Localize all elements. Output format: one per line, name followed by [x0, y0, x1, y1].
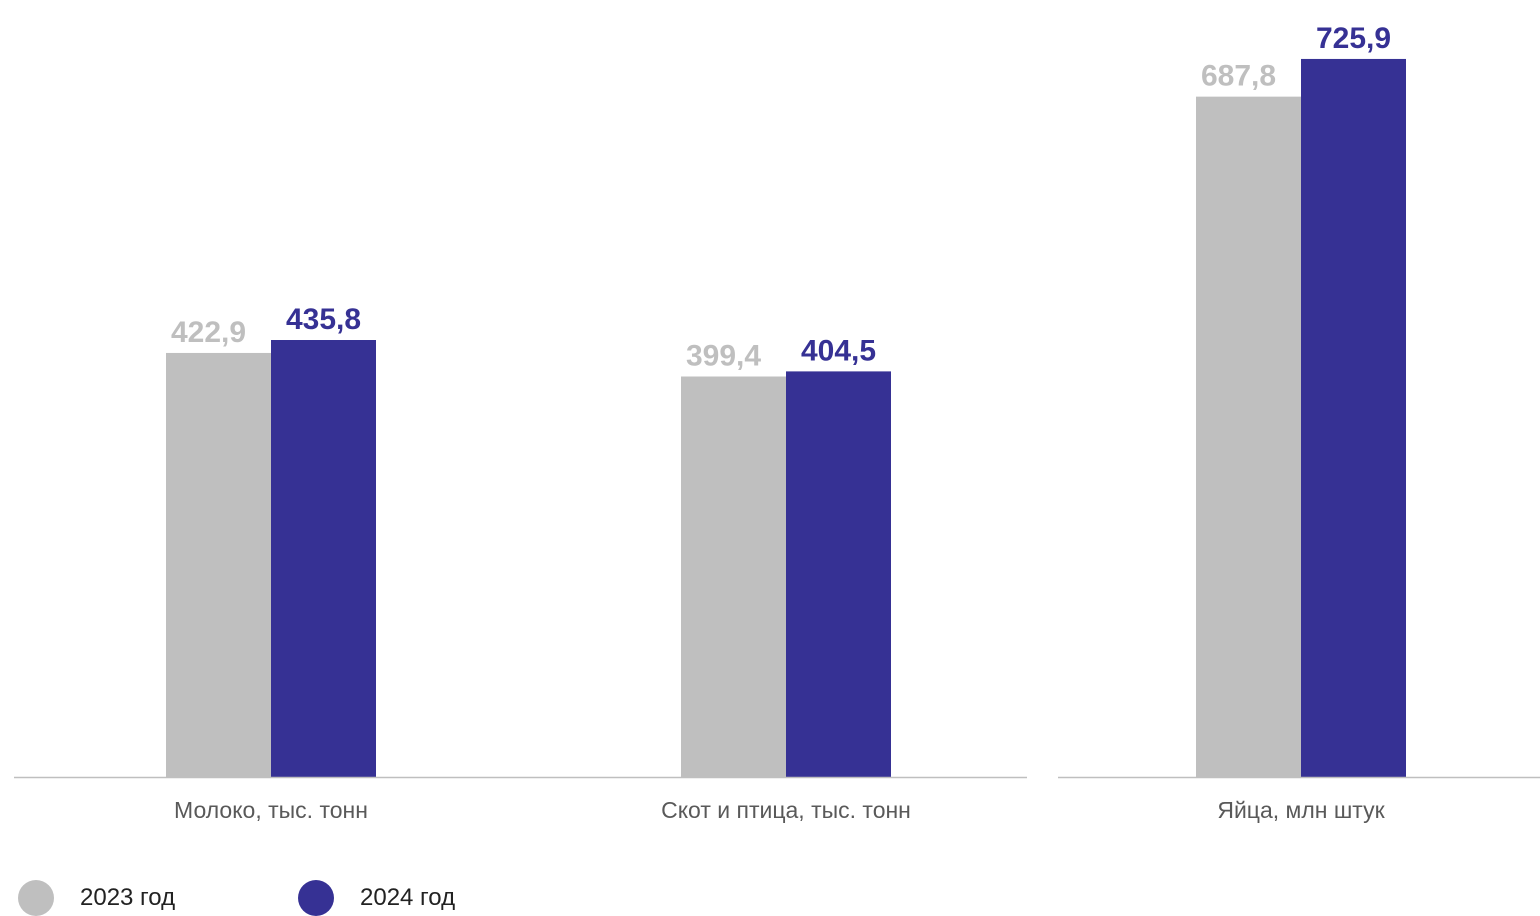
data-label-2024-0: 435,8: [286, 303, 361, 336]
bar-2024-0: [271, 340, 376, 777]
legend-swatch-2023: [18, 880, 54, 916]
bars-layer: [166, 58, 1406, 777]
bar-2023-0: [166, 352, 271, 777]
category-label-2: Яйца, млн штук: [1217, 797, 1385, 823]
data-label-2024-2: 725,9: [1316, 22, 1391, 55]
legend-swatch-2024: [298, 880, 334, 916]
data-label-2024-1: 404,5: [801, 334, 876, 367]
legend-item-2024: 2024 год: [298, 880, 455, 916]
labels-layer: 422,9 435,8 Молоко, тыс. тонн 399,4 404,5 Ско…: [171, 22, 1391, 823]
data-label-2023-2: 687,8: [1201, 60, 1276, 93]
category-label-1: Скот и птица, тыс. тонн: [661, 797, 911, 823]
bar-2024-2: [1301, 58, 1406, 777]
category-label-0: Молоко, тыс. тонн: [174, 797, 368, 823]
data-label-2023-1: 399,4: [686, 340, 761, 373]
bar-2024-1: [786, 371, 891, 777]
data-label-2023-0: 422,9: [171, 316, 246, 349]
legend-item-2023: 2023 год: [18, 880, 175, 916]
legend-label-2023: 2023 год: [80, 884, 176, 911]
legend: 2023 год 2024 год: [0, 880, 1540, 916]
bar-2023-2: [1196, 96, 1301, 777]
legend-label-2024: 2024 год: [360, 884, 456, 911]
bar-2023-1: [681, 376, 786, 777]
